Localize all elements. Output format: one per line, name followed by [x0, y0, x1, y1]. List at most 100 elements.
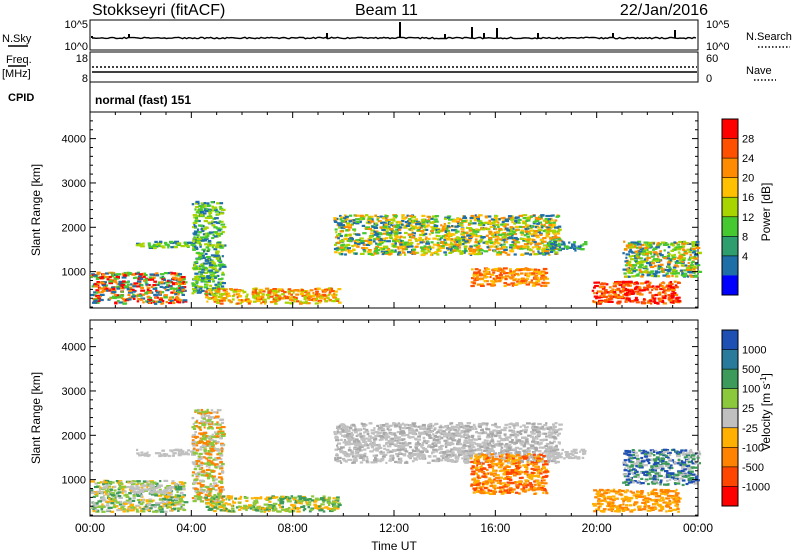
data-cell	[221, 426, 226, 428]
data-cell	[100, 492, 103, 494]
data-cell	[668, 267, 671, 269]
data-cell	[160, 273, 165, 275]
data-cell	[219, 268, 222, 270]
data-cell	[319, 301, 321, 303]
data-cell	[404, 254, 406, 256]
data-cell	[194, 468, 197, 470]
data-cell	[283, 291, 287, 293]
data-cell	[161, 245, 165, 247]
data-cell	[194, 479, 199, 481]
data-cell	[212, 436, 215, 438]
data-cell	[123, 275, 127, 277]
data-cell	[683, 273, 687, 275]
data-cell	[93, 274, 97, 276]
data-cell	[686, 249, 690, 251]
data-cell	[496, 231, 499, 233]
data-cell	[115, 281, 118, 283]
data-cell	[655, 294, 658, 296]
data-cell	[548, 245, 552, 247]
data-cell	[522, 424, 526, 426]
data-cell	[360, 240, 364, 242]
data-cell	[557, 230, 560, 232]
data-cell	[534, 452, 536, 454]
data-cell	[344, 253, 347, 255]
data-cell	[155, 297, 157, 299]
data-cell	[303, 296, 307, 298]
data-cell	[218, 264, 221, 266]
data-cell	[238, 299, 241, 301]
data-cell	[192, 417, 195, 419]
data-cell	[501, 429, 505, 431]
data-cell	[213, 411, 217, 413]
data-cell	[466, 227, 468, 229]
data-cell	[471, 268, 474, 270]
data-cell	[207, 477, 210, 479]
data-cell	[193, 265, 196, 267]
data-cell	[340, 235, 343, 237]
data-cell	[608, 301, 612, 303]
data-cell	[110, 511, 114, 513]
data-cell	[197, 238, 202, 240]
data-cell	[125, 494, 129, 496]
data-cell	[650, 253, 652, 255]
data-cell	[515, 216, 520, 218]
data-cell	[513, 239, 516, 241]
data-cell	[673, 241, 676, 243]
data-cell	[474, 241, 478, 243]
data-cell	[434, 221, 439, 223]
data-cell	[213, 299, 217, 301]
data-cell	[668, 285, 672, 287]
data-cell	[240, 302, 242, 304]
data-cell	[470, 245, 473, 247]
data-cell	[181, 483, 184, 485]
data-cell	[217, 457, 221, 459]
data-cell	[682, 249, 685, 251]
data-cell	[659, 253, 662, 255]
data-cell	[479, 278, 483, 280]
data-cell	[136, 480, 141, 482]
data-cell	[660, 243, 662, 245]
data-cell	[192, 444, 196, 446]
data-cell	[651, 256, 655, 258]
data-cell	[105, 493, 107, 495]
data-cell	[144, 455, 148, 457]
data-cell	[401, 224, 404, 226]
data-cell	[206, 256, 211, 258]
data-cell	[401, 214, 405, 216]
data-cell	[142, 301, 144, 303]
data-cell	[506, 229, 510, 231]
data-cell	[155, 274, 159, 276]
data-cell	[206, 491, 209, 493]
data-cell	[159, 292, 161, 294]
data-cell	[636, 293, 639, 295]
data-cell	[367, 433, 370, 435]
data-cell	[573, 248, 576, 250]
data-cell	[132, 285, 136, 287]
data-cell	[613, 294, 618, 296]
data-cell	[421, 254, 426, 256]
data-cell	[113, 486, 116, 488]
data-cell	[675, 275, 678, 277]
data-cell	[631, 243, 633, 245]
data-cell	[210, 498, 214, 500]
data-cell	[635, 286, 638, 288]
data-cell	[193, 222, 198, 224]
data-cell	[540, 222, 542, 224]
data-cell	[118, 495, 122, 497]
data-cell	[220, 458, 222, 460]
data-cell	[660, 264, 664, 266]
data-cell	[444, 218, 447, 220]
data-cell	[217, 284, 222, 286]
data-cell	[454, 241, 456, 243]
data-cell	[636, 301, 640, 303]
data-cell	[100, 294, 105, 296]
data-cell	[475, 238, 478, 240]
data-cell	[624, 281, 628, 283]
data-cell	[662, 297, 666, 299]
data-cell	[507, 237, 512, 239]
data-cell	[553, 233, 555, 235]
data-cell	[232, 502, 236, 504]
data-cell	[320, 497, 325, 499]
data-cell	[497, 222, 499, 224]
data-cell	[430, 254, 432, 256]
